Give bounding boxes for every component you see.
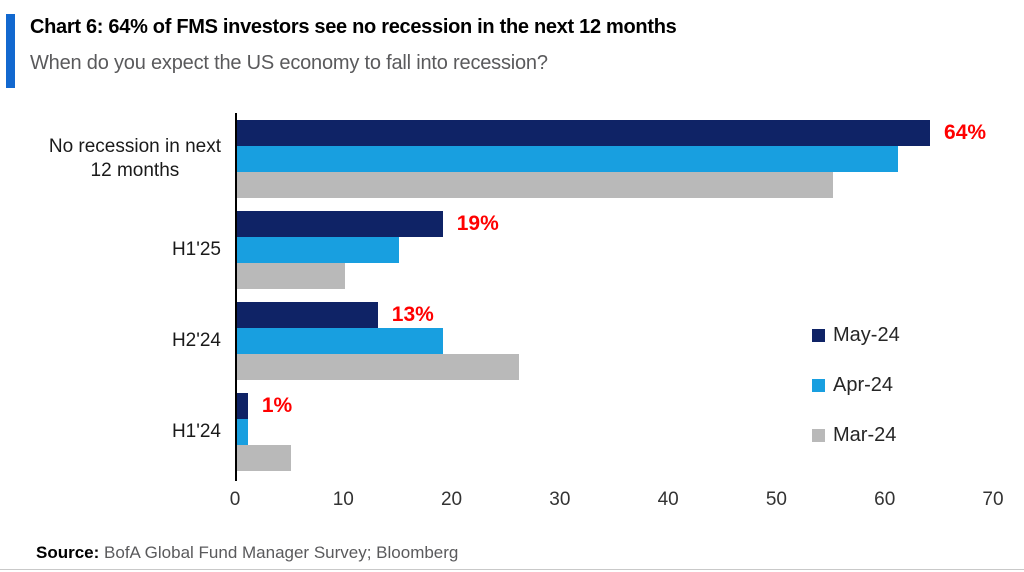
- source-text: BofA Global Fund Manager Survey; Bloombe…: [99, 543, 459, 562]
- bar-may-24: [237, 393, 248, 419]
- x-tick-label: 0: [229, 489, 241, 510]
- x-tick-label: 70: [982, 489, 1004, 510]
- source-label: Source:: [36, 543, 100, 562]
- bar-apr-24: [237, 419, 248, 445]
- category-labels: No recession in next 12 months H1'25 H2'24…: [0, 113, 221, 481]
- x-tick-label: 20: [440, 489, 463, 510]
- category-label: No recession in next 12 months: [48, 136, 221, 181]
- category-label: H1'25: [171, 239, 221, 261]
- bar-mar-24: [237, 263, 346, 289]
- legend-label: May-24: [833, 324, 900, 346]
- title-accent-bar: [6, 14, 15, 88]
- legend-item-mar-24: Mar-24: [812, 424, 900, 446]
- bar-mar-24: [237, 172, 833, 198]
- bar-may-24: [237, 302, 378, 328]
- legend-swatch: [812, 378, 825, 392]
- legend-swatch: [812, 328, 825, 342]
- bar-mar-24: [237, 445, 292, 471]
- category-label: H2'24: [171, 330, 221, 352]
- bar-mar-24: [237, 354, 519, 380]
- legend-label: Apr-24: [833, 374, 894, 396]
- x-tick-label: 10: [332, 489, 354, 510]
- bar-may-24: [237, 211, 443, 237]
- x-tick-label: 40: [657, 489, 679, 510]
- bottom-divider: [0, 569, 1024, 570]
- value-label: 19%: [456, 212, 499, 235]
- legend-item-apr-24: Apr-24: [812, 374, 900, 396]
- chart-subtitle: When do you expect the US economy to fal…: [30, 52, 548, 74]
- legend-label: Mar-24: [833, 424, 897, 446]
- value-label: 1%: [261, 394, 293, 417]
- x-tick-label: 60: [874, 489, 896, 510]
- x-axis: 0 10 20 30 40 50 60 70: [230, 489, 1004, 513]
- value-label: 13%: [391, 303, 434, 326]
- bar-may-24: [237, 120, 931, 146]
- legend-item-may-24: May-24: [812, 324, 900, 346]
- legend: May-24 Apr-24 Mar-24: [812, 324, 900, 446]
- x-tick-label: 30: [549, 489, 571, 510]
- bar-apr-24: [237, 237, 400, 263]
- category-label: H1'24: [171, 421, 221, 443]
- source-line: Source: BofA Global Fund Manager Survey;…: [36, 543, 458, 563]
- plot-area: 64% 19% 13% 1%: [235, 113, 995, 481]
- value-label: 64%: [944, 121, 987, 144]
- bar-apr-24: [237, 328, 443, 354]
- x-tick-label: 50: [765, 489, 787, 510]
- bar-apr-24: [237, 146, 898, 172]
- legend-swatch: [812, 428, 825, 442]
- chart-title: Chart 6: 64% of FMS investors see no rec…: [30, 16, 677, 38]
